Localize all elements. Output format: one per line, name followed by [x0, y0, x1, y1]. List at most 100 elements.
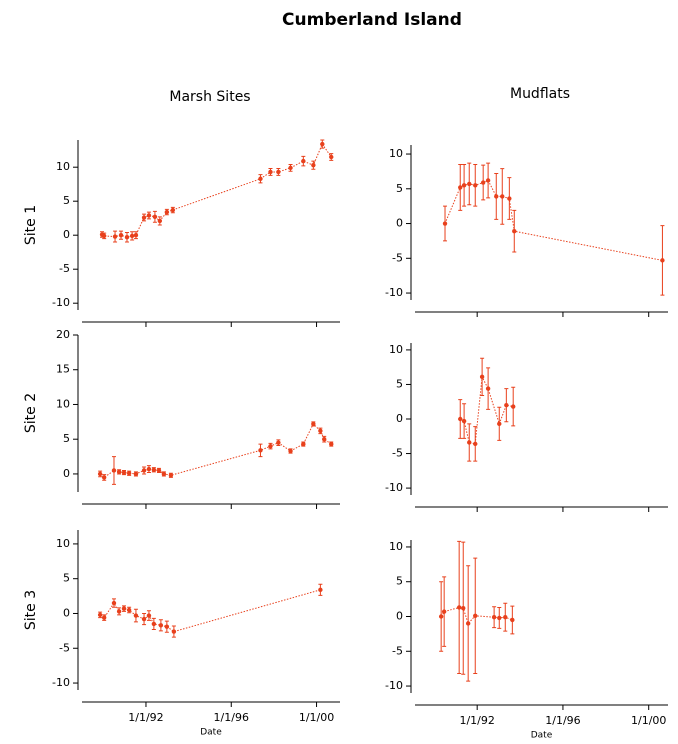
data-point	[268, 169, 273, 175]
data-point	[116, 469, 122, 475]
data-point	[101, 615, 107, 620]
x-tick-label: 1/1/92	[459, 714, 494, 727]
data-point	[467, 181, 472, 187]
data-point	[480, 180, 486, 185]
x-axis-label: Date	[531, 731, 553, 741]
data-point	[485, 386, 491, 391]
y-tick-label: 10	[56, 160, 70, 173]
data-point	[329, 154, 334, 160]
y-tick-label: 0	[396, 217, 403, 230]
data-point	[320, 141, 325, 147]
y-tick-label: 5	[396, 182, 403, 195]
data-point	[503, 614, 508, 620]
data-point	[111, 600, 117, 606]
data-point	[121, 470, 127, 475]
data-point	[507, 196, 512, 201]
data-point	[494, 194, 499, 199]
data-point	[458, 185, 463, 190]
data-point	[116, 609, 122, 614]
y-tick-label: -5	[59, 641, 70, 654]
row-label: Site 1	[23, 205, 39, 245]
data-point	[311, 162, 316, 168]
data-point	[461, 418, 467, 424]
data-point	[438, 614, 444, 619]
data-line	[99, 589, 321, 633]
data-point	[97, 612, 103, 618]
data-point	[318, 587, 323, 593]
y-tick-label: 10	[389, 540, 403, 553]
data-point	[473, 613, 478, 619]
y-tick-label: -5	[392, 447, 403, 460]
data-point	[473, 441, 478, 447]
data-point	[161, 471, 167, 477]
data-point	[458, 416, 463, 422]
data-point	[510, 617, 515, 623]
row-label: Site 3	[23, 590, 39, 630]
y-tick-label: 10	[389, 147, 403, 160]
data-point	[126, 471, 132, 476]
data-point	[164, 209, 170, 215]
data-point	[510, 404, 516, 409]
chart-title: Cumberland Island	[282, 10, 462, 30]
data-point	[288, 448, 293, 454]
y-tick-label: 10	[56, 537, 70, 550]
y-tick-label: 5	[63, 432, 70, 445]
data-point	[301, 441, 306, 447]
data-point	[124, 235, 130, 240]
y-tick-label: -10	[52, 296, 70, 309]
y-tick-label: -5	[59, 262, 70, 275]
data-point	[151, 621, 157, 627]
data-point	[268, 443, 273, 449]
data-point	[660, 258, 665, 263]
y-tick-label: 20	[56, 328, 70, 341]
data-point	[276, 440, 281, 445]
y-tick-label: 5	[63, 572, 70, 585]
data-point	[456, 605, 462, 610]
data-point	[497, 421, 502, 427]
data-point	[157, 218, 163, 224]
column-title: Mudflats	[510, 86, 570, 102]
y-tick-label: 5	[63, 194, 70, 207]
y-tick-label: -10	[385, 481, 403, 494]
data-point	[101, 233, 107, 239]
y-tick-label: 10	[56, 397, 70, 410]
data-point	[141, 215, 147, 220]
data-point	[133, 613, 139, 618]
data-point	[112, 234, 118, 239]
y-tick-label: 5	[396, 575, 403, 588]
y-tick-label: 5	[396, 377, 403, 390]
data-point	[118, 233, 124, 238]
data-point	[111, 468, 117, 473]
data-point	[101, 475, 107, 480]
x-axis-label: Date	[200, 728, 222, 738]
data-point	[479, 374, 485, 380]
y-tick-label: 15	[56, 363, 70, 376]
data-point	[322, 437, 327, 442]
data-point	[467, 440, 472, 445]
data-point	[97, 471, 103, 477]
data-point	[126, 607, 132, 613]
data-point	[170, 207, 176, 213]
data-point	[146, 613, 152, 618]
x-tick-label: 1/1/96	[214, 711, 249, 724]
data-point	[504, 402, 509, 408]
data-point	[141, 616, 147, 622]
data-point	[473, 183, 478, 188]
y-tick-label: -10	[52, 676, 70, 689]
data-point	[485, 178, 491, 183]
data-point	[129, 233, 135, 239]
data-point	[500, 194, 505, 199]
data-point	[164, 624, 170, 629]
x-tick-label: 1/1/92	[128, 711, 163, 724]
y-tick-label: 0	[396, 412, 403, 425]
y-tick-label: 0	[63, 467, 70, 480]
data-point	[133, 471, 139, 477]
y-tick-label: 10	[389, 343, 403, 356]
data-point	[318, 428, 323, 434]
column-title: Marsh Sites	[169, 89, 250, 105]
data-point	[258, 176, 263, 181]
y-tick-label: -5	[392, 644, 403, 657]
data-point	[491, 614, 497, 620]
x-tick-label: 1/1/00	[631, 714, 666, 727]
data-point	[329, 441, 334, 447]
